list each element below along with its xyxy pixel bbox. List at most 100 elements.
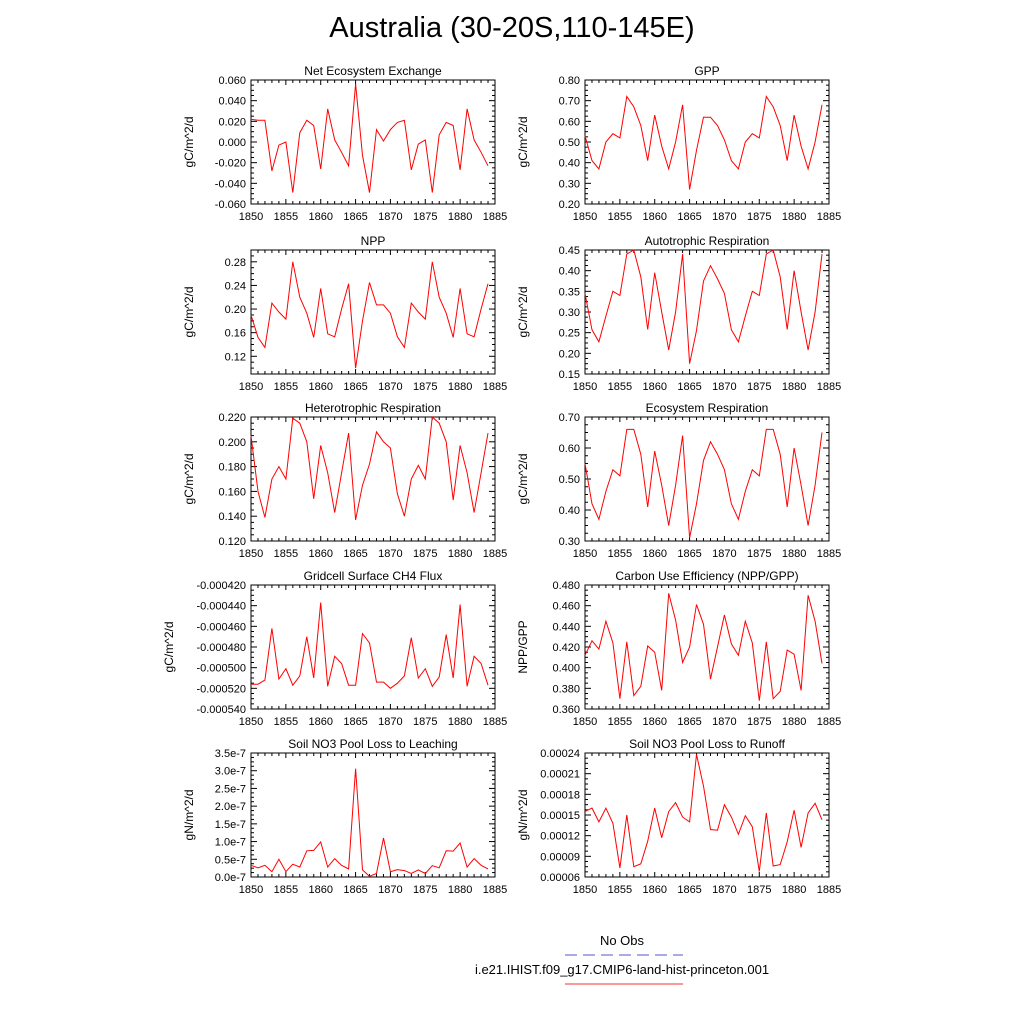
x-tick-label: 1885 <box>817 716 841 728</box>
y-tick-label: 0.5e-7 <box>215 854 246 866</box>
plot-frame <box>584 416 830 542</box>
x-tick-label: 1860 <box>642 211 666 223</box>
y-tick-label: 0.28 <box>225 257 246 269</box>
x-tick-label: 1865 <box>677 211 701 223</box>
series-line-0 <box>250 261 489 369</box>
series-line-0 <box>584 428 823 538</box>
x-tick-label: 1850 <box>239 548 263 560</box>
y-tick-label: 0.24 <box>225 280 246 292</box>
x-tick-label: 1875 <box>747 381 771 393</box>
series-line-0 <box>584 593 823 701</box>
x-tick-label: 1850 <box>239 381 263 393</box>
y-tick-label: -0.000480 <box>196 642 246 654</box>
x-tick-label: 1850 <box>239 716 263 728</box>
y-tick-label: 0.40 <box>559 158 580 170</box>
plot-frame <box>584 249 830 375</box>
y-tick-label: 0.35 <box>559 286 580 298</box>
chart-title: GPP <box>694 64 719 78</box>
y-tick-label: 0.460 <box>552 601 580 613</box>
y-tick-label: 0.50 <box>559 474 580 486</box>
y-tick-label: 0.420 <box>552 642 580 654</box>
y-tick-label: 0.020 <box>218 116 246 128</box>
y-axis-label: NPP/GPP <box>516 620 530 673</box>
y-tick-label: 0.00012 <box>540 831 580 843</box>
chart-title: Soil NO3 Pool Loss to Leaching <box>288 737 457 751</box>
y-axis-label: gC/m^2/d <box>182 287 196 338</box>
x-tick-label: 1880 <box>782 381 806 393</box>
x-tick-label: 1885 <box>817 381 841 393</box>
x-tick-label: 1850 <box>573 381 597 393</box>
page-title: Australia (30-20S,110-145E) <box>329 12 695 44</box>
x-tick-label: 1880 <box>782 884 806 896</box>
x-tick-label: 1880 <box>448 716 472 728</box>
x-tick-label: 1865 <box>343 716 367 728</box>
x-tick-label: 1865 <box>343 211 367 223</box>
y-tick-label: 0.15 <box>559 369 580 381</box>
plot-frame <box>250 79 496 205</box>
chart-panel-7: Carbon Use Efficiency (NPP/GPP) NPP/GPP 18… <box>516 569 841 728</box>
x-tick-label: 1875 <box>413 211 437 223</box>
series-line-0 <box>584 754 823 872</box>
series-line-0 <box>584 95 823 190</box>
chart-panel-0: Net Ecosystem Exchange gC/m^2/d 1850 1855 18… <box>182 64 507 223</box>
x-tick-label: 1855 <box>274 548 298 560</box>
series-line-0 <box>250 768 489 877</box>
x-tick-label: 1850 <box>573 884 597 896</box>
y-tick-label: 0.20 <box>559 199 580 211</box>
y-tick-label: 1.0e-7 <box>215 837 246 849</box>
y-tick-label: 0.80 <box>559 75 580 87</box>
x-tick-label: 1875 <box>413 548 437 560</box>
x-tick-label: 1885 <box>817 884 841 896</box>
plot-frame <box>584 79 830 205</box>
y-tick-label: 0.00015 <box>540 810 580 822</box>
x-tick-label: 1865 <box>343 548 367 560</box>
y-tick-label: -0.000440 <box>196 601 246 613</box>
y-tick-label: 0.0e-7 <box>215 872 246 884</box>
x-tick-label: 1850 <box>573 211 597 223</box>
x-tick-label: 1870 <box>712 381 736 393</box>
y-tick-label: 0.50 <box>559 137 580 149</box>
x-tick-label: 1870 <box>712 548 736 560</box>
y-tick-label: 0.60 <box>559 443 580 455</box>
y-tick-label: 0.16 <box>225 328 246 340</box>
x-tick-label: 1850 <box>239 211 263 223</box>
x-tick-label: 1875 <box>413 381 437 393</box>
chart-title: Autotrophic Respiration <box>645 234 770 248</box>
y-tick-label: 0.45 <box>559 245 580 257</box>
x-tick-label: 1865 <box>677 884 701 896</box>
chart-panel-5: Ecosystem Respiration gC/m^2/d 1850 1855 186… <box>516 401 841 560</box>
x-tick-label: 1855 <box>608 884 632 896</box>
x-tick-label: 1850 <box>573 716 597 728</box>
y-tick-label: 0.000 <box>218 137 246 149</box>
y-tick-label: 0.180 <box>218 462 246 474</box>
y-tick-label: 0.70 <box>559 412 580 424</box>
x-tick-label: 1855 <box>608 211 632 223</box>
x-tick-label: 1870 <box>378 381 402 393</box>
x-tick-label: 1865 <box>343 884 367 896</box>
chart-title: Heterotrophic Respiration <box>305 401 441 415</box>
y-tick-label: 0.160 <box>218 486 246 498</box>
y-tick-label: 2.0e-7 <box>215 801 246 813</box>
y-tick-label: 0.220 <box>218 412 246 424</box>
y-tick-label: 0.360 <box>552 704 580 716</box>
x-tick-label: 1860 <box>308 381 332 393</box>
x-tick-label: 1885 <box>483 211 507 223</box>
x-tick-label: 1880 <box>782 716 806 728</box>
x-tick-label: 1860 <box>642 381 666 393</box>
x-tick-label: 1870 <box>378 884 402 896</box>
y-tick-label: 0.00006 <box>540 872 580 884</box>
x-tick-label: 1860 <box>642 884 666 896</box>
y-tick-label: 3.0e-7 <box>215 766 246 778</box>
x-tick-label: 1875 <box>413 884 437 896</box>
x-tick-label: 1885 <box>483 716 507 728</box>
x-tick-label: 1880 <box>448 381 472 393</box>
series-line-0 <box>250 84 489 193</box>
x-tick-label: 1880 <box>448 884 472 896</box>
y-tick-label: 0.140 <box>218 511 246 523</box>
x-tick-label: 1860 <box>308 211 332 223</box>
x-tick-label: 1865 <box>677 548 701 560</box>
y-tick-label: 2.5e-7 <box>215 783 246 795</box>
x-tick-label: 1880 <box>448 211 472 223</box>
x-tick-label: 1855 <box>274 211 298 223</box>
